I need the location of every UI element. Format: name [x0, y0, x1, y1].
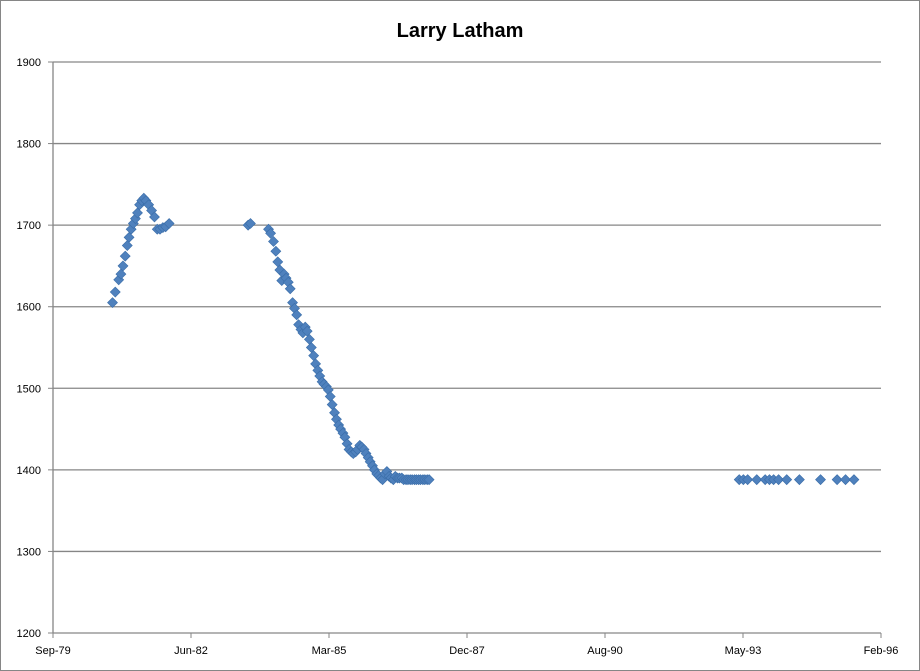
data-point — [107, 297, 118, 309]
x-tick-label: Sep-79 — [35, 645, 70, 657]
data-point — [284, 283, 296, 295]
x-tick-label: Aug-90 — [587, 645, 622, 657]
x-tick-label: Feb-96 — [864, 645, 899, 657]
y-tick-label: 1800 — [17, 139, 41, 151]
chart-title: Larry Latham — [397, 20, 524, 42]
y-tick-label: 1300 — [17, 546, 41, 558]
y-tick-label: 1700 — [17, 220, 41, 232]
axes — [48, 61, 882, 638]
data-point — [423, 474, 435, 486]
data-point — [149, 211, 160, 223]
data-point — [132, 207, 143, 219]
y-tick-label: 1900 — [17, 57, 41, 69]
data-point — [291, 309, 303, 321]
gridlines — [53, 61, 881, 553]
data-point — [303, 333, 315, 345]
data-point — [793, 474, 805, 486]
data-point — [268, 236, 279, 247]
data-point — [742, 474, 754, 486]
x-axis-tick-labels: Sep-79 Jun-82 Mar-85 Dec-87 Aug-90 May-93 Feb-… — [35, 645, 898, 657]
y-axis-tick-labels: 1200 1300 1400 1500 1600 1700 1800 1900 — [17, 57, 41, 640]
data-point — [305, 342, 317, 353]
data-point — [781, 474, 793, 486]
data-point — [326, 399, 338, 411]
data-point — [109, 286, 121, 298]
data-point — [773, 474, 784, 486]
data-point — [840, 474, 851, 486]
data-point — [308, 350, 320, 362]
data-point — [115, 268, 127, 280]
data-point — [245, 218, 256, 229]
data-point — [163, 218, 175, 229]
data-point — [831, 474, 843, 486]
data-point — [123, 231, 135, 243]
data-point — [272, 256, 284, 268]
data-point — [751, 474, 763, 486]
y-tick-label: 1600 — [17, 302, 41, 314]
data-point — [815, 474, 826, 486]
y-tick-label: 1400 — [17, 465, 41, 477]
y-tick-label: 1500 — [17, 383, 41, 395]
x-tick-label: Jun-82 — [174, 645, 208, 657]
x-tick-label: Dec-87 — [449, 645, 484, 657]
data-point — [848, 474, 860, 486]
data-point — [117, 260, 129, 272]
x-tick-label: Mar-85 — [312, 645, 347, 657]
data-point — [121, 240, 133, 251]
data-point — [119, 250, 131, 262]
y-tick-label: 1200 — [17, 628, 41, 640]
data-points — [107, 192, 860, 486]
data-point — [270, 245, 282, 257]
data-point — [265, 227, 277, 239]
x-tick-label: May-93 — [725, 645, 762, 657]
